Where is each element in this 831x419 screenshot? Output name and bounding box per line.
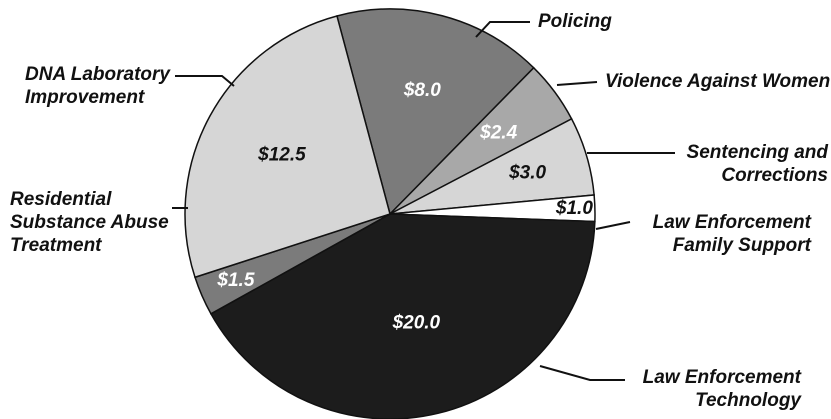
leader-line (595, 221, 631, 230)
pie-slice (336, 8, 535, 216)
leader-line (539, 365, 625, 381)
value-label: $12.5 (257, 144, 306, 165)
value-label: $1.5 (216, 270, 254, 291)
value-label: $1.0 (555, 198, 593, 219)
category-label: Law Enforcement Technology (642, 367, 801, 411)
category-label: Law Enforcement Family Support (652, 212, 811, 256)
category-label: Sentencing and Corrections (686, 142, 828, 186)
pie-slice (209, 213, 596, 419)
value-label: $8.0 (403, 80, 441, 101)
pie-slice (184, 15, 391, 279)
value-label: $20.0 (392, 313, 441, 334)
category-label: DNA Laboratory Improvement (25, 64, 170, 108)
leader-line (475, 21, 530, 38)
category-label: Violence Against Women (605, 71, 831, 92)
category-label: Residential Substance Abuse Treatment (10, 189, 169, 256)
value-label: $2.4 (479, 122, 517, 143)
value-label: $3.0 (508, 162, 546, 183)
category-label: Policing (538, 11, 612, 32)
leader-line (175, 75, 235, 87)
leader-line (556, 81, 598, 86)
